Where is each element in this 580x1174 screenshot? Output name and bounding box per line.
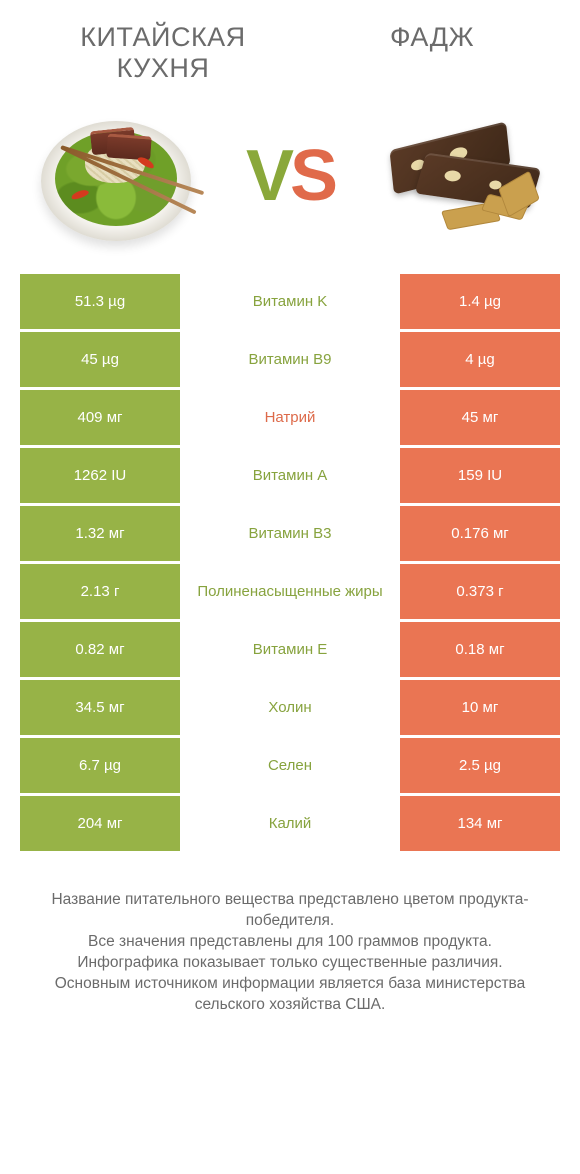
value-left: 45 µg: [20, 332, 180, 387]
table-row: 1262 IUВитамин A159 IU: [20, 448, 560, 503]
table-row: 51.3 µgВитамин K1.4 µg: [20, 274, 560, 329]
vs-s: S: [290, 136, 334, 216]
nutrient-name: Калий: [180, 796, 400, 851]
value-left: 2.13 г: [20, 564, 180, 619]
nutrient-name: Селен: [180, 738, 400, 793]
nutrient-name: Витамин B3: [180, 506, 400, 561]
vs-label: VS: [246, 135, 334, 217]
value-left: 0.82 мг: [20, 622, 180, 677]
product-right-image: [384, 96, 544, 256]
value-left: 1.32 мг: [20, 506, 180, 561]
value-right: 10 мг: [400, 680, 560, 735]
nutrient-name: Полиненасыщенные жиры: [180, 564, 400, 619]
product-left-title: КИТАЙСКАЯ КУХНЯ: [48, 22, 278, 84]
table-row: 34.5 мгХолин10 мг: [20, 680, 560, 735]
value-right: 0.18 мг: [400, 622, 560, 677]
table-row: 204 мгКалий134 мг: [20, 796, 560, 851]
value-left: 204 мг: [20, 796, 180, 851]
value-left: 6.7 µg: [20, 738, 180, 793]
product-right-title: ФАДЖ: [332, 22, 532, 53]
value-right: 0.373 г: [400, 564, 560, 619]
value-right: 45 мг: [400, 390, 560, 445]
value-right: 0.176 мг: [400, 506, 560, 561]
table-row: 45 µgВитамин B94 µg: [20, 332, 560, 387]
nutrient-table: 51.3 µgВитамин K1.4 µg45 µgВитамин B94 µ…: [0, 274, 580, 854]
nutrient-name: Витамин K: [180, 274, 400, 329]
value-right: 159 IU: [400, 448, 560, 503]
infographic-page: КИТАЙСКАЯ КУХНЯ ФАДЖ VS: [0, 0, 580, 1174]
value-right: 134 мг: [400, 796, 560, 851]
value-left: 34.5 мг: [20, 680, 180, 735]
nutrient-name: Витамин E: [180, 622, 400, 677]
hero-row: VS: [0, 84, 580, 274]
nutrient-name: Витамин A: [180, 448, 400, 503]
table-row: 2.13 гПолиненасыщенные жиры0.373 г: [20, 564, 560, 619]
table-row: 409 мгНатрий45 мг: [20, 390, 560, 445]
value-right: 1.4 µg: [400, 274, 560, 329]
table-row: 1.32 мгВитамин B30.176 мг: [20, 506, 560, 561]
nutrient-name: Холин: [180, 680, 400, 735]
value-right: 4 µg: [400, 332, 560, 387]
value-left: 51.3 µg: [20, 274, 180, 329]
table-row: 0.82 мгВитамин E0.18 мг: [20, 622, 560, 677]
value-right: 2.5 µg: [400, 738, 560, 793]
vs-v: V: [246, 136, 290, 216]
value-left: 1262 IU: [20, 448, 180, 503]
nutrient-name: Витамин B9: [180, 332, 400, 387]
footnote-text: Название питательного вещества представл…: [0, 854, 580, 1016]
nutrient-name: Натрий: [180, 390, 400, 445]
value-left: 409 мг: [20, 390, 180, 445]
header: КИТАЙСКАЯ КУХНЯ ФАДЖ: [0, 0, 580, 84]
table-row: 6.7 µgСелен2.5 µg: [20, 738, 560, 793]
product-left-image: [36, 96, 196, 256]
